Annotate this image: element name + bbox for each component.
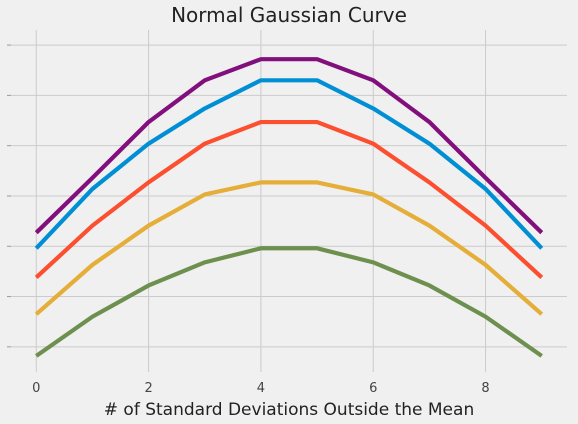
- chart-title: Normal Gaussian Curve: [171, 3, 407, 27]
- x-tick-label: 8: [481, 381, 489, 396]
- series-group: [34, 57, 544, 358]
- grid: [11, 30, 567, 372]
- series-line-1: [35, 246, 543, 358]
- x-tick-label: 2: [144, 381, 152, 396]
- x-axis: 0 2 4 6 8: [32, 381, 490, 396]
- x-tick-label: 0: [32, 381, 40, 396]
- series-line-2: [34, 180, 544, 316]
- series-line-4: [34, 78, 544, 250]
- x-tick-label: 4: [257, 381, 265, 396]
- series-line-3: [34, 119, 544, 279]
- x-axis-label: # of Standard Deviations Outside the Mea…: [104, 400, 474, 420]
- y-axis: [7, 44, 11, 348]
- x-tick-label: 6: [369, 381, 377, 396]
- series-line-5: [34, 57, 544, 235]
